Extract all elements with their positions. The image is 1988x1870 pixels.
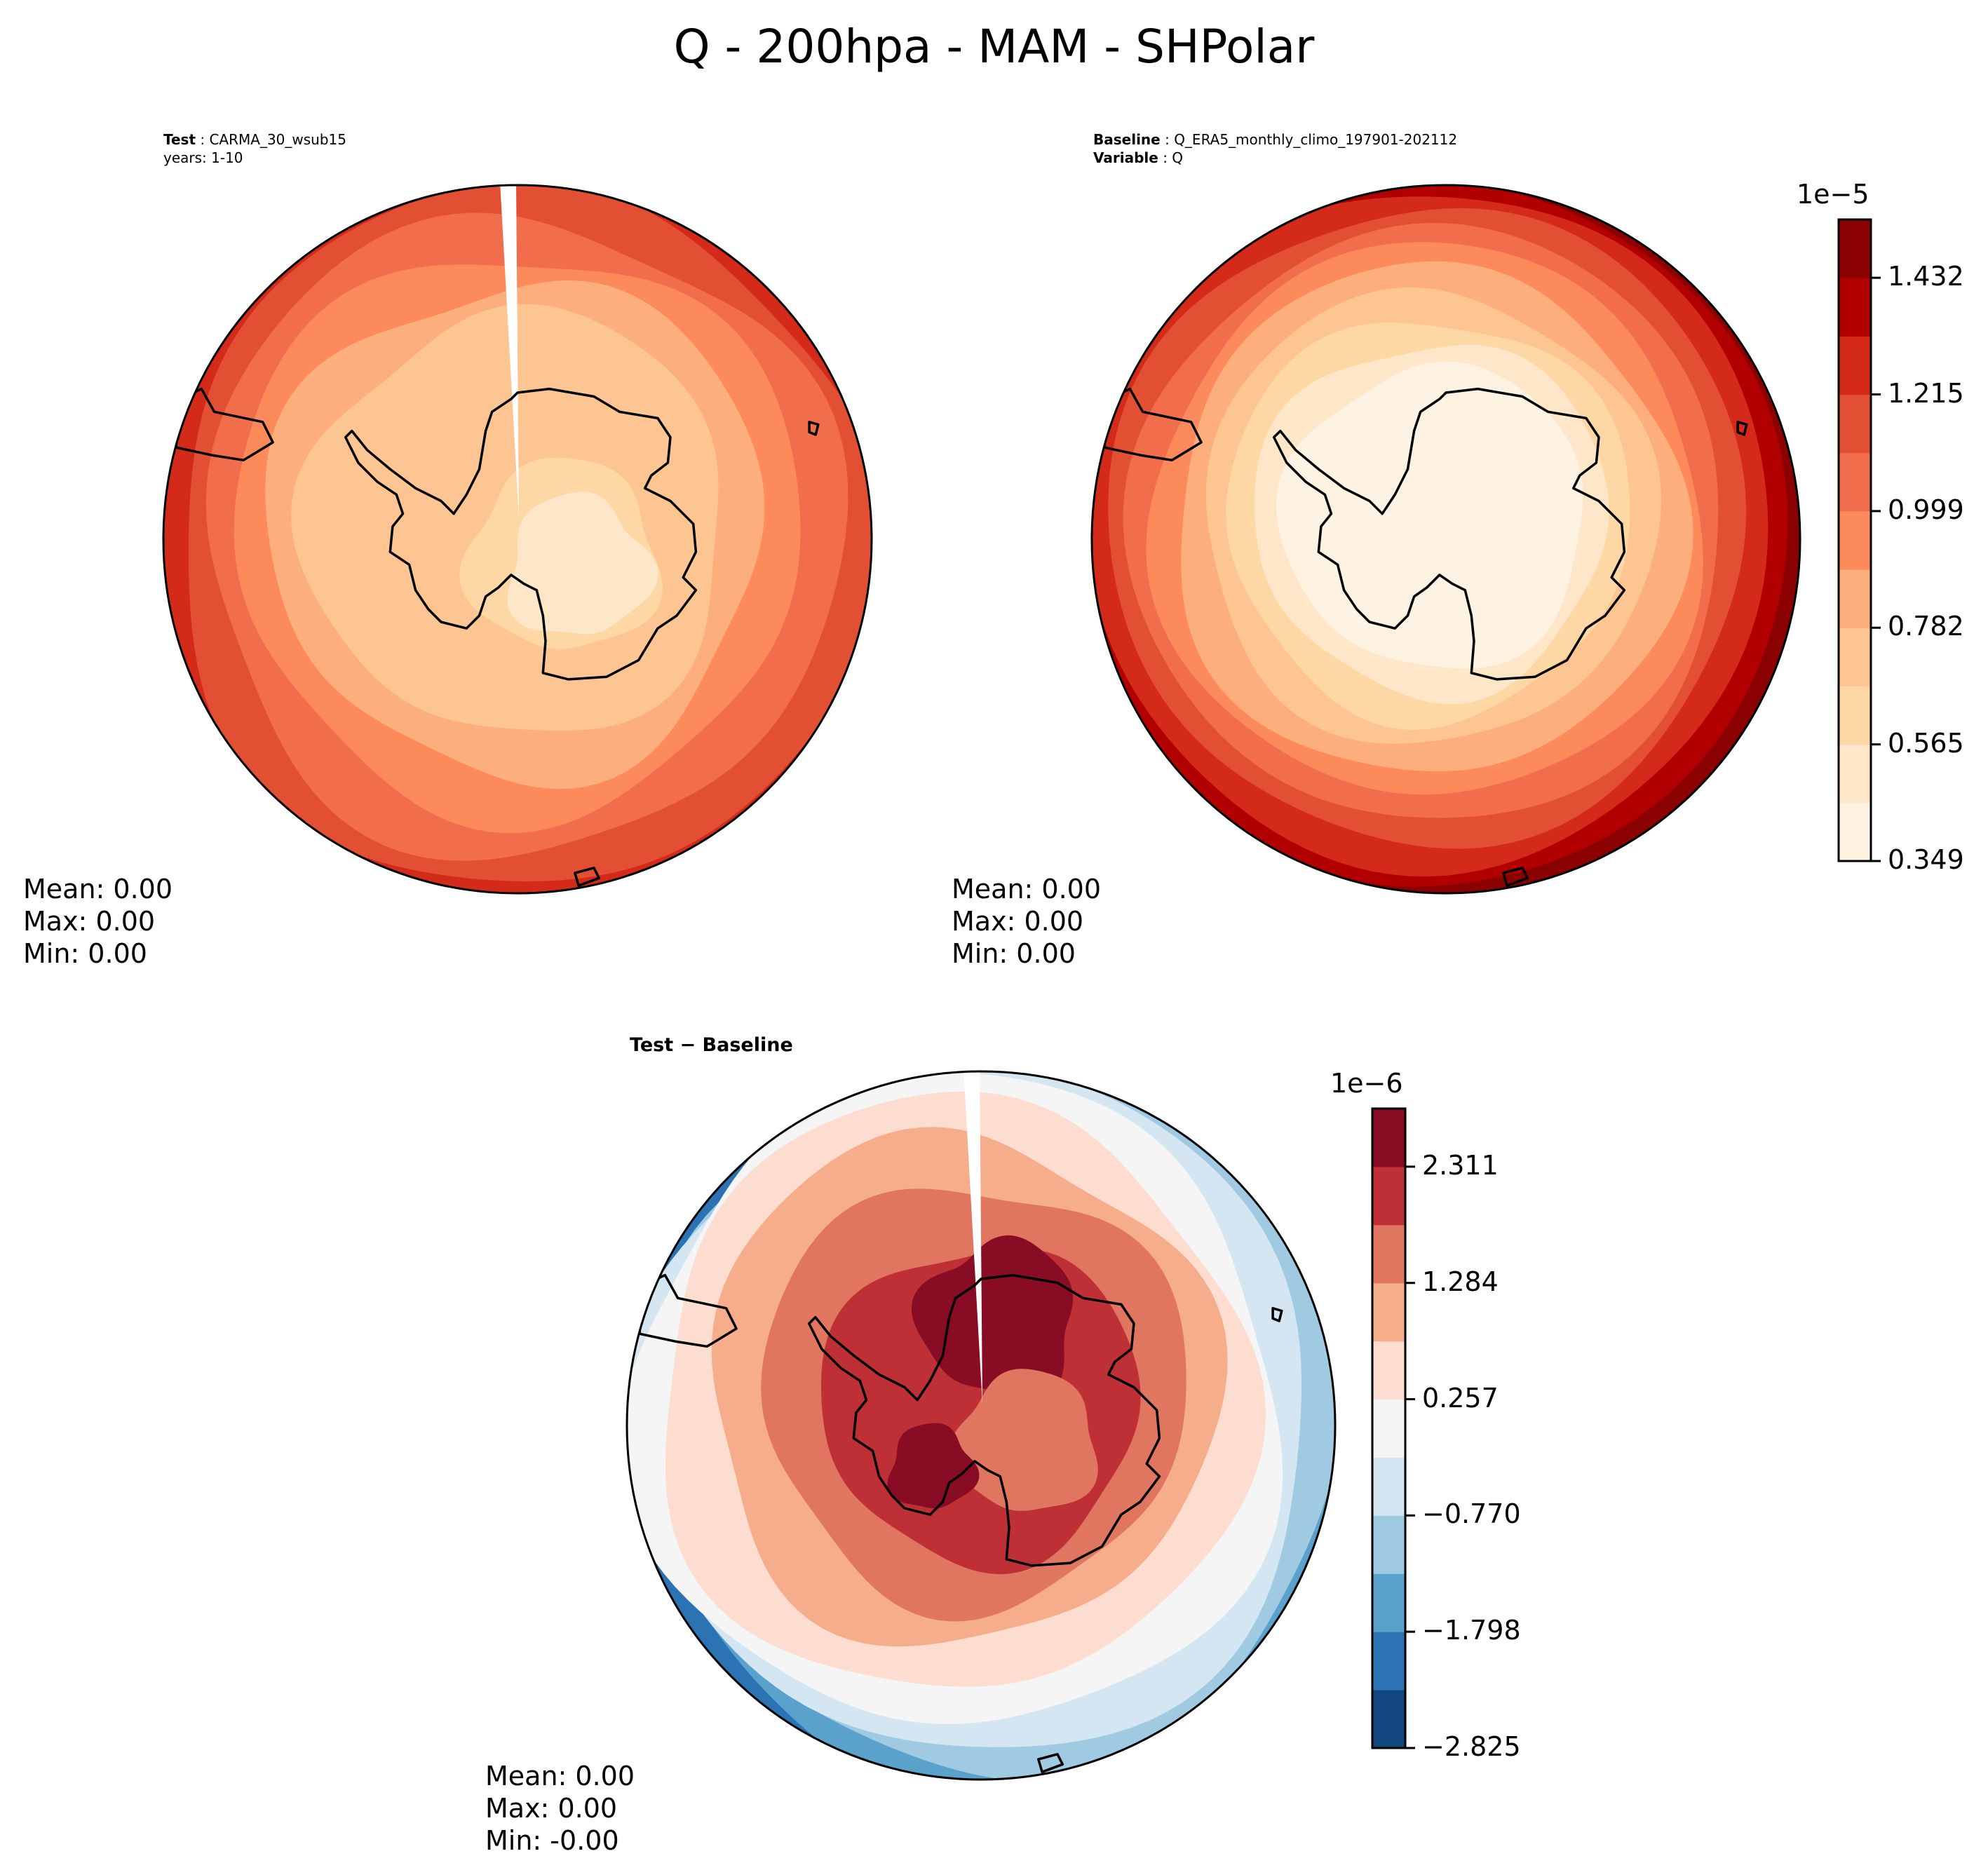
diff-meta: Test − Baseline: [630, 1036, 793, 1055]
map-boundary: [1090, 184, 1801, 895]
coastline: [1502, 867, 1529, 887]
baseline-min: Min: 0.00: [952, 938, 1076, 969]
coastline: [1103, 387, 1203, 462]
coastline: [1271, 1307, 1283, 1322]
diff-mean: Mean: 0.00: [485, 1761, 635, 1791]
colorbar-tick-label: 0.999: [1888, 494, 1964, 525]
colorbar-tick-label: 1.432: [1888, 261, 1964, 292]
test-meta: Test : CARMA_30_wsub15 years: 1-10: [163, 131, 346, 166]
colorbar-tick-label: 0.782: [1888, 611, 1964, 642]
variable-name: Q: [1172, 149, 1184, 166]
colorbar-band: [1372, 1282, 1405, 1342]
colorbar-multiplier: 1e−6: [1330, 1068, 1403, 1099]
colorbar-band: [1372, 1166, 1405, 1226]
baseline-mean: Mean: 0.00: [952, 874, 1102, 904]
colorbar-tick-label: 1.284: [1422, 1266, 1499, 1297]
colorbar-multiplier: 1e−5: [1797, 179, 1869, 210]
baseline-map: [1090, 184, 1801, 895]
colorbar-tick-label: 0.257: [1422, 1382, 1499, 1414]
colorbar-band: [1839, 744, 1871, 804]
coastline: [638, 1273, 738, 1348]
coastline: [1736, 421, 1748, 436]
test-years: years: 1-10: [163, 149, 243, 166]
coastline: [807, 1273, 1161, 1567]
baseline-colorbar: [1837, 218, 1881, 862]
contour-band: [911, 1235, 1074, 1400]
diff-stats: Mean: 0.00 Max: 0.00 Min: -0.00: [485, 1760, 635, 1857]
test-map: [162, 184, 873, 895]
colorbar-band: [1839, 336, 1871, 395]
coastline: [344, 387, 698, 681]
baseline-max: Max: 0.00: [952, 906, 1084, 937]
colorbar-tick-label: 1.215: [1888, 377, 1964, 409]
missing-data-wedge: [500, 185, 519, 518]
colorbar-frame: [1837, 218, 1872, 862]
colorbar-band: [1372, 1224, 1405, 1284]
colorbar-band: [1372, 1109, 1405, 1167]
colorbar-band: [1372, 1690, 1405, 1749]
test-stats: Mean: 0.00 Max: 0.00 Min: 0.00: [23, 873, 173, 970]
colorbar-band: [1839, 219, 1871, 278]
missing-data-wedge: [963, 1071, 982, 1404]
baseline-case-name: Q_ERA5_monthly_climo_197901-202112: [1174, 131, 1458, 148]
colorbar-band: [1372, 1457, 1405, 1516]
map-boundary: [626, 1070, 1337, 1781]
colorbar-tick-label: 0.349: [1888, 844, 1964, 875]
contour-band: [949, 1369, 1098, 1511]
colorbar-band: [1372, 1399, 1405, 1458]
variable-label: Variable: [1093, 149, 1158, 166]
colorbar-band: [1372, 1515, 1405, 1574]
colorbar-tick-label: −1.798: [1422, 1615, 1521, 1646]
colorbar-band: [1839, 452, 1871, 512]
coastline: [1272, 387, 1626, 681]
figure-title: Q - 200hpa - MAM - SHPolar: [673, 20, 1315, 74]
colorbar-tick-label: 0.565: [1888, 727, 1964, 759]
colorbar-band: [1839, 802, 1871, 862]
test-case-name: CARMA_30_wsub15: [209, 131, 346, 148]
baseline-meta: Baseline : Q_ERA5_monthly_climo_197901-2…: [1093, 131, 1458, 166]
colorbar-band: [1839, 686, 1871, 745]
colorbar-band: [1839, 628, 1871, 686]
colorbar-tick-label: −2.825: [1422, 1731, 1521, 1762]
test-max: Max: 0.00: [23, 906, 156, 937]
test-min: Min: 0.00: [23, 938, 147, 969]
diff-label: Test − Baseline: [630, 1034, 793, 1056]
diff-colorbar: [1371, 1107, 1415, 1749]
colorbar-band: [1372, 1573, 1405, 1632]
test-label: Test: [163, 131, 196, 148]
colorbar-band: [1839, 569, 1871, 628]
contour-band: [1276, 361, 1583, 669]
map-boundary: [162, 184, 873, 895]
colorbar-band: [1839, 394, 1871, 454]
contour-band: [887, 1423, 980, 1509]
colorbar-band: [1372, 1341, 1405, 1400]
colorbar-frame: [1371, 1107, 1407, 1749]
colorbar-band: [1372, 1632, 1405, 1691]
colorbar-tick-label: 2.311: [1422, 1149, 1499, 1181]
baseline-label: Baseline: [1093, 131, 1161, 148]
test-mean: Mean: 0.00: [23, 874, 173, 904]
coastline: [1037, 1753, 1064, 1773]
colorbar-tick-label: −0.770: [1422, 1498, 1521, 1530]
diff-min: Min: -0.00: [485, 1825, 619, 1856]
contour-band: [507, 492, 658, 635]
coastline: [574, 867, 601, 887]
diff-max: Max: 0.00: [485, 1793, 618, 1824]
colorbar-band: [1839, 278, 1871, 337]
baseline-stats: Mean: 0.00 Max: 0.00 Min: 0.00: [952, 873, 1101, 970]
coastline: [175, 387, 274, 462]
colorbar-band: [1839, 510, 1871, 570]
coastline: [808, 421, 820, 436]
